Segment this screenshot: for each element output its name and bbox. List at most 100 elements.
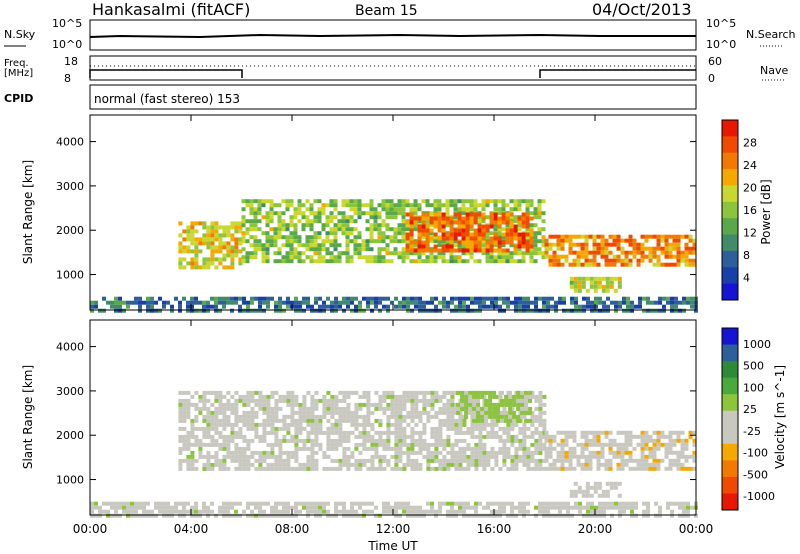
velocity-echo-cell xyxy=(516,402,521,407)
velocity-echo-cell xyxy=(202,442,207,447)
velocity-echo-cell xyxy=(588,454,593,459)
velocity-echo-cell xyxy=(278,450,283,455)
velocity-echo-cell xyxy=(450,442,455,447)
velocity-echo-cell xyxy=(652,430,657,435)
velocity-echo-cell xyxy=(414,509,418,514)
velocity-echo-cell xyxy=(222,406,227,411)
power-echo-cell xyxy=(273,259,278,264)
velocity-echo-cell xyxy=(538,418,543,423)
velocity-echo-cell xyxy=(122,509,126,514)
velocity-echo-cell xyxy=(410,509,414,514)
velocity-echo-cell xyxy=(522,434,527,439)
velocity-echo-cell xyxy=(410,462,415,467)
velocity-echo-cell xyxy=(534,406,539,411)
velocity-echo-cell xyxy=(362,513,366,518)
power-echo-cell xyxy=(397,203,402,208)
velocity-echo-cell xyxy=(514,454,519,459)
velocity-echo-cell xyxy=(226,422,231,427)
power-echo-cell xyxy=(485,248,490,253)
power-echo-cell xyxy=(206,265,211,270)
velocity-echo-cell xyxy=(577,485,582,490)
power-echo-cell xyxy=(485,244,490,249)
power-echo-cell xyxy=(390,300,394,305)
power-echo-cell xyxy=(462,304,466,309)
velocity-echo-cell xyxy=(254,430,259,435)
velocity-echo-cell xyxy=(672,450,677,455)
velocity-echo-cell xyxy=(246,418,251,423)
velocity-echo-cell xyxy=(422,509,426,514)
power-echo-cell xyxy=(568,238,573,243)
velocity-echo-cell xyxy=(310,418,315,423)
velocity-echo-cell xyxy=(564,442,569,447)
velocity-echo-cell xyxy=(278,454,283,459)
velocity-echo-cell xyxy=(570,505,574,510)
power-echo-cell xyxy=(202,308,206,313)
power-echo-cell xyxy=(234,296,238,301)
power-echo-cell xyxy=(642,296,646,301)
velocity-echo-cell xyxy=(286,438,291,443)
velocity-echo-cell xyxy=(670,509,674,514)
power-echo-cell xyxy=(650,308,654,313)
power-echo-cell xyxy=(361,203,366,208)
velocity-echo-cell xyxy=(406,462,411,467)
velocity-echo-cell xyxy=(194,466,199,471)
velocity-echo-cell xyxy=(450,390,455,395)
velocity-echo-cell xyxy=(194,442,199,447)
power-echo-cell xyxy=(297,203,302,208)
velocity-echo-cell xyxy=(430,501,434,506)
velocity-echo-cell xyxy=(402,438,407,443)
velocity-echo-cell xyxy=(538,466,543,471)
velocity-echo-cell xyxy=(608,430,613,435)
velocity-echo-cell xyxy=(330,438,335,443)
velocity-echo-cell xyxy=(210,442,215,447)
velocity-echo-cell xyxy=(298,438,303,443)
velocity-echo-cell xyxy=(414,394,419,399)
velocity-echo-cell xyxy=(346,394,351,399)
velocity-echo-cell xyxy=(198,398,203,403)
power-echo-cell xyxy=(417,203,422,208)
power-echo-cell xyxy=(409,228,414,233)
velocity-echo-cell xyxy=(628,450,633,455)
power-echo-cell xyxy=(417,259,422,264)
power-echo-cell xyxy=(613,288,618,293)
power-echo-cell xyxy=(358,300,362,305)
velocity-echo-cell xyxy=(226,513,230,518)
velocity-echo-cell xyxy=(538,406,543,411)
velocity-echo-cell xyxy=(410,390,415,395)
power-echo-cell xyxy=(257,227,262,232)
power-echo-cell xyxy=(393,211,398,216)
power-echo-cell xyxy=(686,300,690,305)
power-echo-cell xyxy=(449,224,454,229)
power-echo-cell xyxy=(458,296,462,301)
power-echo-cell xyxy=(190,225,195,230)
power-echo-cell xyxy=(253,227,258,232)
velocity-echo-cell xyxy=(510,466,515,471)
velocity-echo-cell xyxy=(486,450,491,455)
power-echo-cell xyxy=(461,211,466,216)
power-echo-cell xyxy=(577,284,582,289)
power-echo-cell xyxy=(441,224,446,229)
power-echo-cell xyxy=(318,308,322,313)
power-echo-cell xyxy=(477,244,482,249)
velocity-echo-cell xyxy=(330,410,335,415)
power-echo-cell xyxy=(409,212,414,217)
power-echo-cell xyxy=(374,304,378,309)
power-echo-cell xyxy=(178,308,182,313)
velocity-colorbar-segment xyxy=(722,394,738,412)
velocity-echo-cell xyxy=(628,458,633,463)
velocity-echo-cell xyxy=(254,505,258,510)
velocity-echo-cell xyxy=(458,426,463,431)
velocity-echo-cell xyxy=(648,438,653,443)
power-echo-cell xyxy=(305,207,310,212)
velocity-echo-cell xyxy=(238,466,243,471)
power-echo-cell xyxy=(505,212,510,217)
velocity-echo-cell xyxy=(668,434,673,439)
power-echo-cell xyxy=(582,304,586,309)
velocity-echo-cell xyxy=(310,446,315,451)
velocity-echo-cell xyxy=(498,394,503,399)
power-echo-cell xyxy=(652,250,657,255)
power-echo-cell xyxy=(305,219,310,224)
velocity-echo-cell xyxy=(682,509,686,514)
velocity-echo-cell xyxy=(182,398,187,403)
power-echo-cell xyxy=(257,219,262,224)
